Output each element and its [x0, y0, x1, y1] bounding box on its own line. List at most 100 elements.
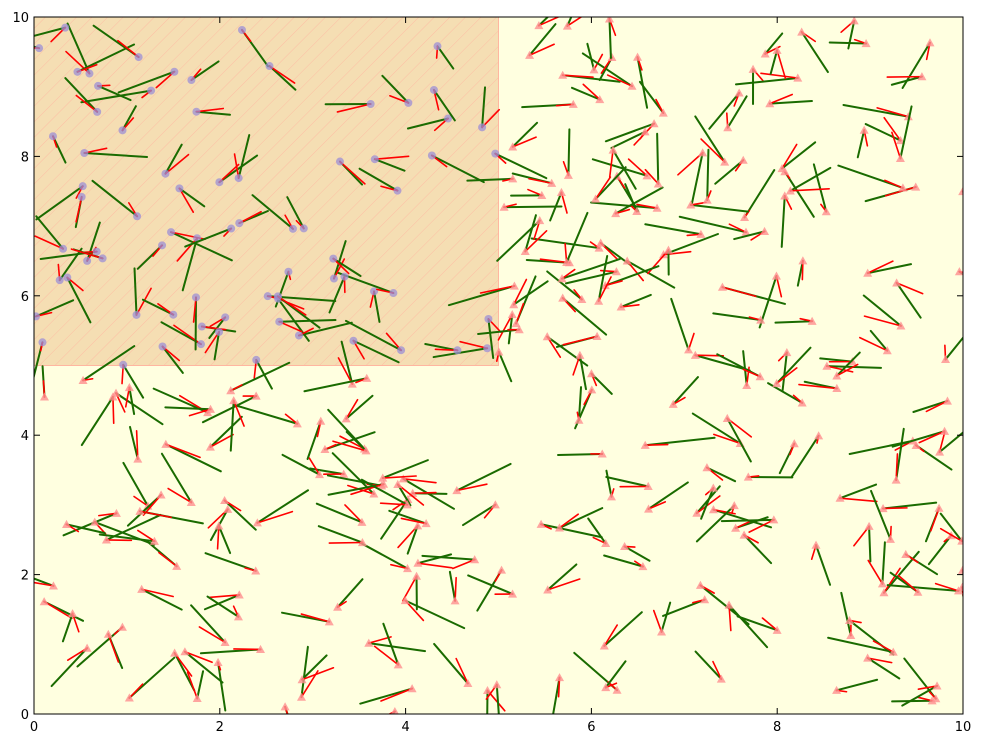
particle: [835, 483, 878, 503]
trajectory-segment: [315, 502, 363, 524]
particle-marker-triangle: [891, 475, 901, 484]
velocity-segment: [592, 536, 607, 545]
particle-marker-triangle: [511, 318, 521, 328]
velocity-segment: [238, 210, 262, 224]
particle: [798, 380, 842, 393]
particle-marker-triangle: [575, 350, 585, 359]
particle-marker-triangle: [835, 493, 845, 502]
particle-marker-triangle: [339, 469, 349, 478]
particle: [867, 541, 887, 588]
particle-marker-circle: [478, 123, 487, 132]
particle: [124, 656, 176, 702]
velocity-segment: [562, 335, 598, 346]
particle-marker-triangle: [692, 508, 702, 517]
particle-marker-triangle: [729, 501, 739, 510]
velocity-segment: [768, 93, 794, 105]
particle-marker-triangle: [698, 148, 708, 157]
particle: [387, 706, 399, 714]
particle-marker-triangle: [483, 685, 493, 695]
velocity-segment: [112, 396, 115, 425]
velocity-segment: [863, 315, 902, 327]
velocity-segment: [336, 103, 372, 113]
velocity-segment: [268, 65, 296, 84]
particle-marker-triangle: [601, 538, 611, 548]
particle: [35, 182, 87, 221]
trajectory-segment: [332, 240, 347, 280]
velocity-segment: [232, 399, 245, 427]
particle-marker-triangle: [756, 315, 766, 324]
particle: [63, 273, 92, 324]
particle: [381, 74, 413, 107]
velocity-segment: [139, 510, 172, 519]
velocity-segment: [233, 153, 240, 179]
particle: [203, 590, 244, 611]
particle-marker-triangle: [595, 94, 605, 104]
particle: [496, 216, 545, 262]
particle-marker-triangle: [814, 431, 824, 440]
particle: [886, 72, 927, 86]
particle-marker-triangle: [398, 474, 408, 483]
particle-marker-triangle: [954, 267, 963, 276]
particle: [510, 188, 547, 199]
velocity-segment: [866, 260, 894, 274]
particle: [78, 345, 136, 384]
particle-marker-triangle: [180, 647, 190, 656]
particle-marker-triangle: [508, 174, 518, 183]
particle: [98, 529, 159, 545]
velocity-segment: [672, 396, 686, 406]
particle: [48, 132, 67, 164]
trajectory-segment: [733, 230, 766, 241]
particle-marker-triangle: [882, 346, 892, 355]
particle: [320, 431, 376, 454]
trajectory-segment: [218, 154, 259, 184]
trajectory-segment: [367, 642, 427, 653]
y-tick-label: 2: [21, 569, 29, 584]
trajectory-segment: [961, 569, 963, 579]
particle-marker-triangle: [470, 555, 480, 564]
particle: [494, 347, 513, 383]
particle-marker-triangle: [777, 164, 787, 173]
velocity-segment: [479, 285, 516, 294]
particle-marker-triangle: [192, 693, 202, 703]
particle-marker-circle: [73, 67, 82, 76]
particle: [137, 584, 183, 611]
particle-marker-triangle: [934, 503, 944, 512]
trajectory-segment: [76, 43, 136, 73]
particle-marker-triangle: [251, 391, 261, 400]
particle-marker-triangle: [170, 648, 180, 657]
particle: [724, 600, 769, 649]
velocity-segment: [158, 551, 178, 568]
velocity-segment: [165, 443, 201, 459]
trajectory-segment: [380, 498, 409, 540]
particle-marker-triangle: [256, 644, 266, 654]
particle-marker-triangle: [742, 380, 752, 390]
particle: [462, 500, 500, 527]
particle: [591, 166, 627, 203]
particle: [863, 260, 912, 277]
particle: [842, 103, 913, 121]
particle-marker-triangle: [708, 505, 718, 514]
particle: [413, 553, 453, 569]
particle-marker-triangle: [632, 206, 642, 215]
particle-marker-circle: [215, 178, 224, 187]
particle-marker-circle: [147, 86, 156, 95]
particle: [594, 254, 612, 305]
trajectory-segment: [300, 645, 309, 699]
particle-marker-triangle: [316, 416, 326, 425]
particle-marker-triangle: [640, 127, 650, 136]
y-axis: 0 2 4 6 8 10: [12, 11, 963, 723]
particle-marker-triangle: [690, 350, 700, 359]
trajectory-segment: [432, 88, 456, 122]
trajectory-segment: [129, 425, 139, 460]
particle-marker-triangle: [341, 414, 351, 423]
particle-marker-triangle: [542, 332, 552, 341]
particle-marker-circle: [80, 149, 89, 158]
trajectory-segment: [656, 132, 660, 185]
velocity-segment: [511, 136, 537, 148]
trajectory-segment: [381, 459, 429, 480]
trajectory-segment: [944, 336, 963, 361]
velocity-segment: [380, 687, 413, 702]
particle-marker-triangle: [124, 382, 134, 392]
particle: [508, 121, 539, 151]
trajectory-segment: [160, 452, 193, 504]
